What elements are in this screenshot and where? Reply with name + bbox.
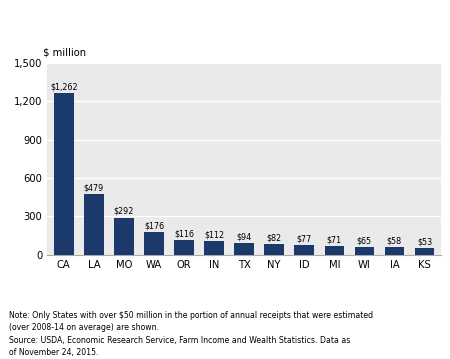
Bar (234, 243, 254, 255)
Text: $ million: $ million (43, 47, 86, 57)
Bar (84, 194, 104, 255)
Text: $53: $53 (417, 238, 432, 247)
Text: $58: $58 (387, 237, 402, 246)
Bar (204, 241, 224, 255)
Text: $77: $77 (297, 234, 312, 243)
Bar (415, 248, 434, 255)
Bar (114, 218, 134, 255)
Text: $94: $94 (237, 232, 252, 241)
Bar (385, 247, 404, 255)
Text: Estimated portion (value) of annual cash receipts over 2008-14, by State: Estimated portion (value) of annual cash… (0, 14, 450, 24)
Text: $176: $176 (144, 222, 164, 231)
Bar (294, 245, 314, 255)
Text: $479: $479 (84, 183, 104, 192)
Text: $292: $292 (114, 207, 134, 216)
Text: $71: $71 (327, 235, 342, 244)
Bar (144, 232, 164, 255)
Text: $1,262: $1,262 (50, 83, 77, 92)
Text: $65: $65 (357, 236, 372, 245)
Text: $112: $112 (204, 230, 224, 239)
Bar (265, 244, 284, 255)
Text: Note: Only States with over $50 million in the portion of annual receipts that w: Note: Only States with over $50 million … (9, 311, 373, 357)
Text: $116: $116 (174, 229, 194, 238)
Bar (54, 93, 73, 255)
Bar (324, 246, 344, 255)
Text: $82: $82 (266, 234, 282, 243)
Bar (174, 240, 194, 255)
Bar (355, 247, 374, 255)
